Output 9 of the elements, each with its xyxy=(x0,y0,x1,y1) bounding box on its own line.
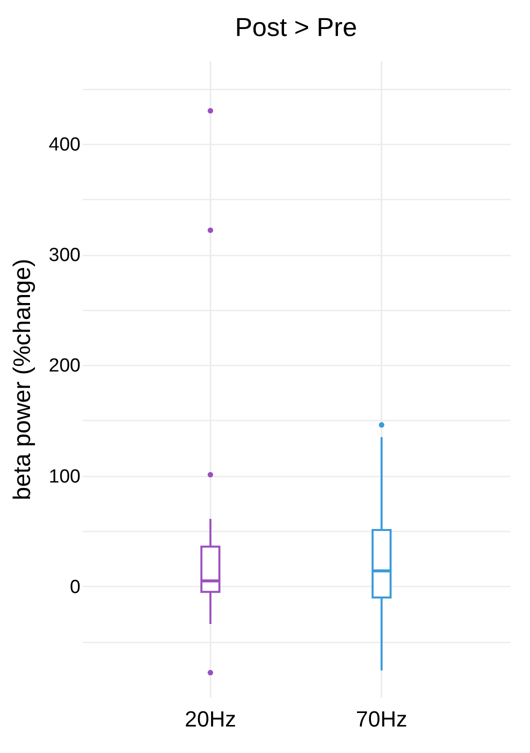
y-tick-label: 400 xyxy=(48,134,80,156)
y-axis-title: beta power (%change) xyxy=(8,258,36,500)
x-tick-label: 20Hz xyxy=(184,706,236,732)
y-tick-label: 0 xyxy=(70,576,80,598)
y-tick-label: 300 xyxy=(48,245,80,266)
chart-title: Post > Pre xyxy=(234,12,358,42)
y-tick-label: 200 xyxy=(48,356,80,377)
x-tick-label: 70Hz xyxy=(356,706,408,732)
y-tick-label: 100 xyxy=(48,466,80,488)
